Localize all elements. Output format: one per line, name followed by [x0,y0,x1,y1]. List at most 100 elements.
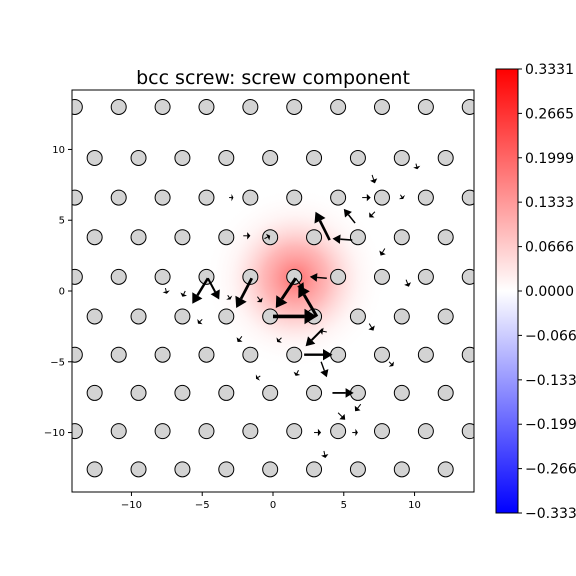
x-tick-label: 10 [408,500,421,511]
displacement-arrow [243,232,251,240]
displacement-arrow [207,277,220,300]
atom-marker [242,346,259,363]
atom-marker [130,461,147,478]
atom-marker [482,385,497,400]
arrow-head [247,232,251,240]
displacement-arrow [264,233,271,241]
arrow-head [317,428,322,437]
x-tick-label: −5 [195,500,210,511]
atom-marker [242,189,259,206]
colorbar-tick-label: 0.0000 [525,284,574,300]
atom-marker [86,149,103,166]
arrow-shaft [323,450,326,455]
arrow-head [235,295,247,308]
atom-marker [130,308,147,325]
arrow-head [370,178,378,184]
displacement-arrow [398,194,405,200]
atom-marker [174,149,191,166]
atom-marker [110,189,127,206]
atom-marker [393,229,410,246]
atom-marker [242,423,259,440]
displacement-arrow [309,273,327,282]
arrow-shaft [183,290,186,295]
atom-marker [461,189,474,206]
arrow-head [226,295,233,300]
arrow-head [366,193,371,202]
atom-marker [482,150,497,165]
atom-marker [242,98,259,115]
arrow-head [321,454,329,458]
y-tick-label: 0 [59,287,65,298]
arrow-shaft [239,335,243,340]
displacement-arrow [180,290,187,297]
atom-marker [218,308,235,325]
displacement-arrow [352,428,358,437]
arrow-shaft [199,318,203,322]
atom-marker [198,346,215,363]
atom-marker [174,384,191,401]
atom-marker [349,461,366,478]
displacement-arrow [197,318,203,325]
displacement-arrow [320,361,329,378]
displacement-arrow [229,193,234,202]
displacement-arrow [255,374,261,381]
displacement-arrow [275,277,297,308]
displacement-arrow [298,285,319,318]
atom-marker [437,149,454,166]
atom-marker [417,189,434,206]
y-axis: −10 −5 0 5 10 [44,145,72,439]
atom-marker [154,423,171,440]
displacement-arrow [276,337,282,343]
atom-marker [306,229,323,246]
colorbar-tick-label: 0.2665 [525,106,574,122]
arrow-head [343,208,352,218]
atom-marker [86,384,103,401]
atom-marker [330,98,347,115]
arrow-shaft [278,337,282,341]
arrow-head [275,295,288,308]
atom-marker [461,98,474,115]
x-tick-label: 5 [341,500,347,511]
atom-marker [286,98,303,115]
displacement-arrow [354,403,362,412]
colorbar-tick-label: −0.0666 [525,328,576,344]
arrow-head [192,292,203,304]
displacement-arrow [321,450,329,458]
arrow-shaft [318,220,331,241]
arrow-head [298,285,310,299]
arrow-shaft [347,214,356,224]
atom-marker [174,229,191,246]
x-tick-label: 0 [270,500,276,511]
arrow-head [210,289,220,300]
arrow-head [309,273,318,282]
colorbar-tick-label: 0.3331 [525,62,574,78]
arrow-shaft [368,323,373,328]
atom-marker [286,346,303,363]
arrow-head [354,405,361,412]
y-tick-label: −5 [50,357,65,368]
arrow-head [276,337,282,343]
atom-marker [130,229,147,246]
arrow-shaft [196,277,209,297]
arrow-shaft [405,279,409,284]
atom-marker [482,230,497,245]
atom-marker [393,461,410,478]
atom-marker [306,384,323,401]
displacement-arrow [343,208,356,224]
arrow-head [369,212,375,218]
atom-marker [72,98,83,115]
displacement-arrow [413,163,421,170]
displacement-arrow [295,277,305,290]
displacement-arrow [362,193,371,202]
x-tick-label: −10 [121,500,142,511]
arrow-head [320,369,329,378]
atom-marker [198,423,215,440]
displacement-arrow [379,248,386,256]
arrow-shaft [207,277,217,293]
atom-marker [373,346,390,363]
arrow-head [231,193,234,202]
arrow-head [388,361,394,367]
atom-layer [72,98,497,478]
arrow-shaft [340,238,353,241]
atom-marker [130,149,147,166]
